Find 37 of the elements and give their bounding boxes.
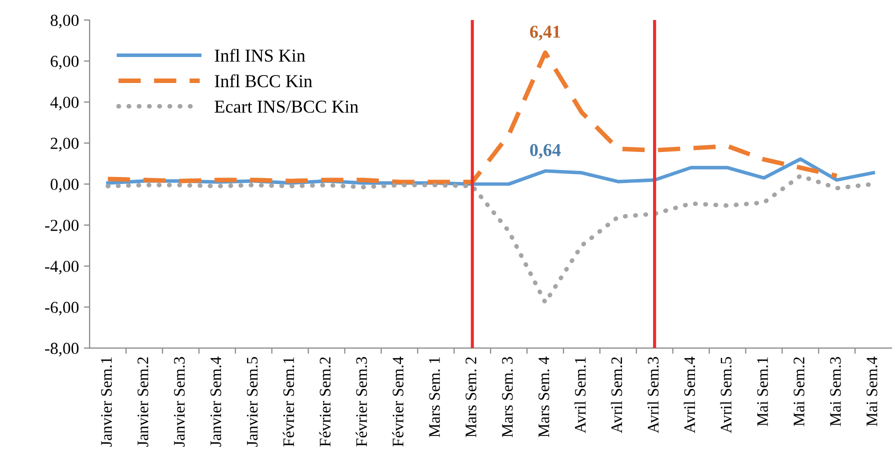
- x-tick-label: Janvier Sem.5: [246, 357, 258, 447]
- x-tick-label: Avril Sem.3: [647, 357, 659, 434]
- x-tick-label: Mai Sem.1: [757, 357, 768, 426]
- x-tick-label: Février Sem.4: [392, 356, 404, 446]
- y-tick-label: -2,00: [45, 220, 79, 234]
- x-tick-label: Avril Sem.5: [720, 357, 732, 434]
- x-tick-label: Janvier Sem.4: [210, 356, 222, 447]
- x-tick-label: Avril Sem.2: [610, 357, 622, 434]
- x-tick-label: Mars Sem. 3: [502, 357, 513, 438]
- x-tick-label: Avril Sem.4: [684, 356, 696, 434]
- line-series: [106, 50, 840, 184]
- data-label: 6,41: [530, 26, 560, 40]
- x-tick-label: Mai Sem.2: [794, 357, 804, 426]
- x-tick-label: Janvier Sem.2: [138, 357, 148, 447]
- legend-label: Infl BCC Kin: [214, 74, 312, 88]
- y-tick-label: 4,00: [50, 96, 79, 110]
- y-tick-label: -6,00: [45, 302, 79, 316]
- legend-label: Infl INS Kin: [214, 48, 306, 62]
- legend-label: Ecart INS/BCC Kin: [214, 100, 358, 113]
- y-tick-label: 6,00: [50, 56, 79, 70]
- x-tick-label: Février Sem.3: [356, 357, 368, 446]
- data-label: 0,64: [530, 144, 561, 159]
- x-tick-label: Mars Sem. 4: [538, 356, 550, 438]
- y-tick-label: 8,00: [50, 14, 79, 28]
- x-tick-label: Janvier Sem.3: [174, 357, 185, 447]
- x-tick-label: Mars Sem. 1: [429, 357, 440, 438]
- x-tick-label: Février Sem.2: [319, 357, 331, 446]
- y-tick-label: -8,00: [45, 342, 79, 356]
- x-tick-label: Avril Sem.1: [574, 357, 586, 434]
- y-tick-label: 0,00: [50, 178, 79, 192]
- y-tick-label: 2,00: [50, 138, 79, 152]
- x-tick-label: Mars Sem. 2: [466, 357, 476, 438]
- y-tick-label: -4,00: [45, 260, 79, 274]
- x-tick-label: Janvier Sem.1: [101, 357, 112, 447]
- x-tick-label: Mai Sem.4: [866, 356, 878, 426]
- x-tick-label: Mai Sem.3: [830, 357, 841, 426]
- x-tick-label: Février Sem.1: [282, 357, 294, 446]
